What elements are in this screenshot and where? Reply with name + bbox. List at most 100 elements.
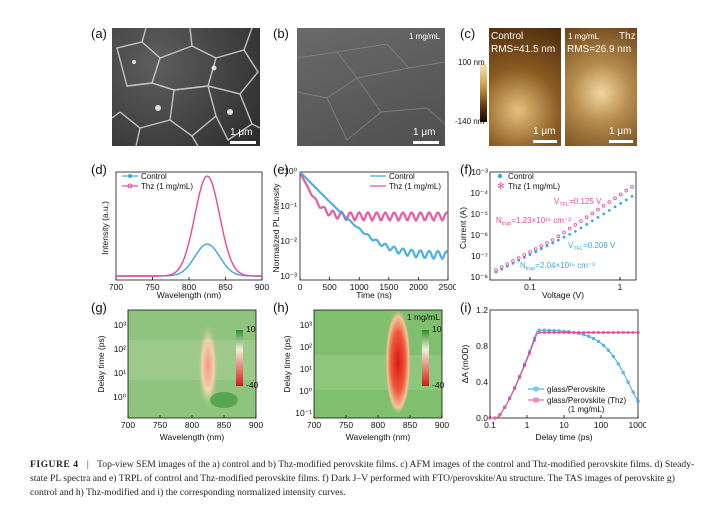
data-point bbox=[626, 380, 630, 384]
ytick: 10¹ bbox=[300, 364, 312, 374]
ytick: 10⁰ bbox=[284, 166, 297, 176]
xtick-label: 0.1 bbox=[484, 420, 496, 430]
data-point bbox=[573, 223, 578, 227]
data-point bbox=[596, 330, 601, 335]
xtick-label: 700 bbox=[121, 420, 135, 430]
chart-f: 0.1 1 10⁻³ 10⁻⁴ 10⁻⁵ 10⁻⁶ 10⁻⁷ 10⁻⁸ Volt… bbox=[458, 167, 637, 300]
xtick-label: 800 bbox=[371, 420, 385, 430]
legend-control-marker bbox=[533, 386, 539, 392]
ytick: 10⁻³ bbox=[280, 271, 297, 281]
ytick: 0.0 bbox=[476, 413, 488, 423]
series-thz-decay bbox=[299, 171, 449, 223]
data-point bbox=[587, 334, 591, 339]
data-point bbox=[552, 328, 556, 333]
scale-bar bbox=[609, 140, 633, 143]
chart-f-xlabel: Voltage (V) bbox=[542, 290, 584, 300]
data-point bbox=[624, 188, 629, 193]
xtick-label: 800 bbox=[185, 420, 199, 430]
data-point bbox=[630, 184, 634, 189]
data-point bbox=[567, 330, 571, 335]
ytick: 10⁻⁶ bbox=[471, 230, 488, 240]
data-point bbox=[516, 256, 521, 260]
caption-text: Top-view SEM images of the a) control an… bbox=[30, 459, 695, 499]
data-point bbox=[613, 196, 617, 200]
afm-image-thz: 1 mg/mL Thz RMS=26.9 nm 1 μm bbox=[565, 28, 637, 146]
chart-i-xticks: 0.1 1 10 100 1000 bbox=[484, 415, 646, 430]
legend-thz-marker bbox=[533, 397, 539, 403]
xtick-label: 100 bbox=[594, 420, 608, 430]
afm-colorbar-bottom: -140 nm bbox=[455, 117, 485, 126]
legend-control-label: glass/Perovskite bbox=[547, 385, 606, 394]
data-point bbox=[573, 230, 577, 233]
chart-h-xticks: 700 750 800 850 900 bbox=[307, 415, 449, 430]
data-point bbox=[587, 330, 591, 335]
data-point bbox=[562, 235, 566, 239]
data-point bbox=[596, 339, 601, 344]
data-point bbox=[556, 234, 561, 238]
ytick: 10⁰ bbox=[113, 392, 126, 402]
data-point bbox=[562, 330, 566, 335]
data-point bbox=[517, 259, 521, 262]
heatmap-h-bleach bbox=[385, 308, 411, 416]
ytick: 10⁻¹ bbox=[295, 408, 312, 418]
data-point bbox=[522, 364, 527, 368]
data-point bbox=[596, 216, 600, 219]
afm-control-title: Control bbox=[491, 31, 524, 42]
xtick-label: 850 bbox=[403, 420, 417, 430]
series-thz-points bbox=[494, 184, 634, 272]
chart-e-xlabel: Time (ns) bbox=[356, 290, 392, 300]
data-point bbox=[606, 348, 611, 352]
data-point bbox=[552, 330, 556, 335]
data-point bbox=[611, 330, 615, 335]
chart-e-ylabel: Normalized PL intensity bbox=[271, 183, 281, 273]
data-point bbox=[577, 330, 581, 335]
heatmap-g-colorbar bbox=[236, 330, 243, 386]
data-point bbox=[591, 330, 596, 335]
ytick: 1.2 bbox=[476, 305, 488, 315]
data-point bbox=[556, 238, 560, 242]
chart-h: 1 mg/mL 10 -40 700 750 800 850 900 10³ 10² 1… bbox=[282, 308, 449, 442]
xtick-label: 1 bbox=[618, 282, 623, 292]
data-point bbox=[508, 396, 512, 401]
ytick: 10⁻⁴ bbox=[470, 188, 488, 198]
legend-thz-label: glass/Perovskite (Thz) bbox=[547, 396, 626, 405]
ytick: 10⁻¹ bbox=[280, 201, 297, 211]
panel-b-label: (b) bbox=[273, 26, 289, 41]
data-point bbox=[582, 330, 586, 335]
ytick: 10² bbox=[114, 344, 126, 354]
data-point bbox=[513, 386, 517, 391]
colorbar-top: 10 bbox=[432, 324, 442, 334]
xtick-label: 0 bbox=[298, 282, 303, 292]
legend-control-label: Control bbox=[508, 172, 534, 181]
chart-h-ylabel: Delay time (ps) bbox=[282, 335, 292, 392]
xtick-label: 700 bbox=[109, 282, 123, 292]
xtick-label: 850 bbox=[217, 420, 231, 430]
data-point bbox=[562, 230, 566, 235]
scale-label: 1 μm bbox=[413, 127, 436, 138]
xtick-label: 850 bbox=[218, 282, 232, 292]
panel-h-label: (h) bbox=[273, 300, 289, 315]
data-point bbox=[545, 241, 549, 245]
concentration-label: 1 mg/mL bbox=[409, 32, 441, 41]
scale-bar bbox=[413, 141, 439, 144]
afm-colorbar-top: 100 nm bbox=[458, 58, 485, 67]
sem-grains-thz bbox=[297, 43, 445, 141]
data-point bbox=[511, 259, 515, 263]
data-point bbox=[590, 211, 595, 216]
legend-thz-marker bbox=[127, 183, 133, 189]
scale-bar bbox=[533, 140, 557, 143]
data-point bbox=[619, 202, 623, 205]
data-point bbox=[626, 330, 630, 335]
data-point bbox=[621, 370, 625, 375]
data-point bbox=[532, 338, 537, 343]
data-point bbox=[542, 330, 546, 335]
afm-control-rms: RMS=41.5 nm bbox=[491, 44, 556, 55]
heatmap-g-band bbox=[128, 340, 256, 380]
data-point bbox=[618, 192, 623, 197]
legend-thz-marker: ✻ bbox=[497, 181, 505, 191]
scale-label: 1 μm bbox=[609, 126, 632, 137]
xtick-label: 900 bbox=[255, 282, 269, 292]
xtick-label: 900 bbox=[249, 420, 263, 430]
chart-d-xticks: 700 750 800 850 900 bbox=[109, 277, 269, 292]
xtick-label: 2500 bbox=[439, 282, 456, 292]
